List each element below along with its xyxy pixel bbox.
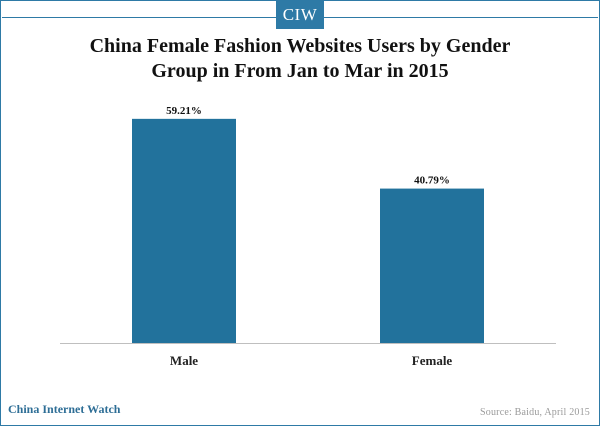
category-label-male: Male (170, 353, 198, 368)
source-note: Source: Baidu, April 2015 (480, 407, 590, 418)
chart-title: China Female Fashion Websites Users by G… (40, 34, 560, 84)
value-label-female: 40.79% (414, 175, 450, 187)
brand-watermark: China Internet Watch (8, 402, 121, 416)
value-label-male: 59.21% (166, 105, 202, 117)
chart-title-line-2: Group in From Jan to Mar in 2015 (151, 60, 449, 82)
bars-layer (132, 118, 484, 343)
category-label-female: Female (412, 353, 453, 368)
chart-title-line-1: China Female Fashion Websites Users by G… (89, 35, 511, 57)
labels-layer: 59.21% Male 40.79% Female (166, 105, 452, 368)
bar-female (380, 188, 484, 343)
bar-male (132, 118, 236, 343)
ciw-logo: CIW (276, 1, 324, 29)
